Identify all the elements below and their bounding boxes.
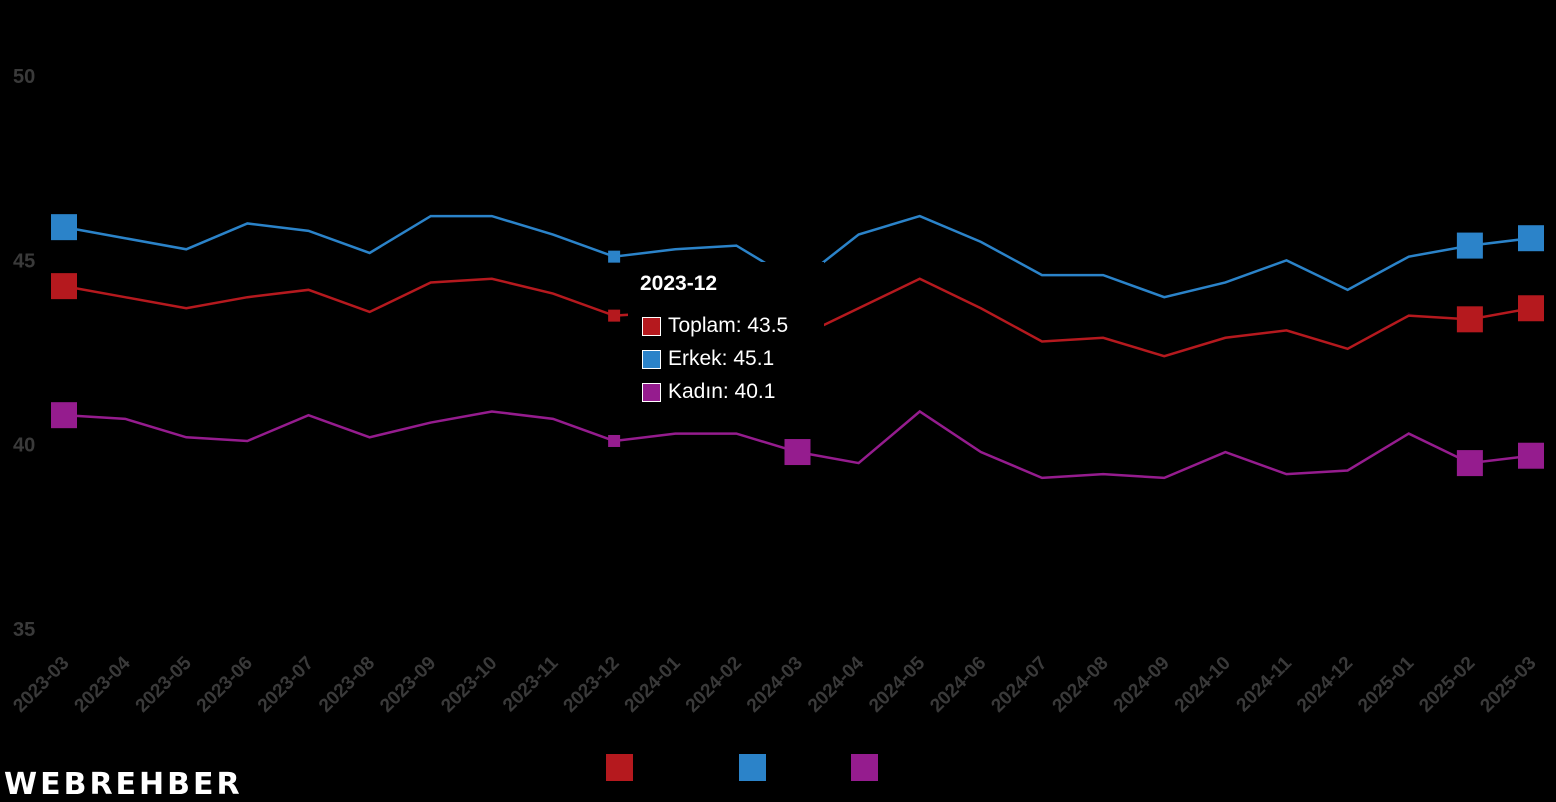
tooltip-swatch-erkek	[642, 349, 661, 369]
data-point-erkek[interactable]	[1456, 232, 1483, 259]
data-point-toplam[interactable]	[1518, 295, 1544, 322]
x-tick-label: 2023-09	[376, 653, 440, 717]
tooltip-row-erkek: Erkek: 45.1	[642, 347, 774, 371]
data-point-erkek[interactable]	[608, 250, 621, 263]
legend-swatch-toplam	[606, 754, 633, 781]
tooltip-swatch-toplam	[642, 316, 661, 336]
x-tick-label: 2024-12	[1293, 653, 1357, 717]
y-axis: 35 40 45 50	[13, 66, 35, 641]
legend-swatch-erkek	[739, 754, 766, 781]
x-tick-label: 2024-01	[621, 652, 685, 716]
x-tick-label: 2023-11	[499, 652, 563, 716]
x-tick-label: 2024-08	[1049, 653, 1113, 717]
data-point-toplam[interactable]	[1456, 306, 1483, 333]
x-tick-label: 2023-03	[9, 653, 73, 717]
x-tick-label: 2025-02	[1415, 653, 1479, 717]
tooltip: 2023-12 Toplam: 43.5 Erkek: 45.1 Kadın: …	[628, 262, 824, 412]
data-point-kadn[interactable]	[1518, 442, 1544, 469]
x-tick-label: 2023-10	[437, 653, 501, 717]
data-point-erkek[interactable]	[51, 214, 77, 241]
y-tick-label: 45	[13, 250, 35, 272]
x-tick-label: 2024-04	[804, 652, 868, 716]
x-tick-label: 2024-03	[743, 653, 807, 717]
tooltip-text-toplam: Toplam: 43.5	[668, 314, 789, 337]
x-tick-label: 2023-08	[315, 653, 379, 717]
x-tick-label: 2023-05	[132, 652, 196, 716]
x-tick-label: 2024-06	[926, 653, 990, 717]
x-tick-label: 2025-01	[1354, 652, 1418, 716]
x-tick-label: 2024-11	[1233, 652, 1297, 716]
x-tick-label: 2023-04	[71, 652, 135, 716]
x-tick-label: 2024-09	[1110, 653, 1174, 717]
y-tick-label: 40	[13, 435, 35, 457]
legend-label-erkek: Erkek	[772, 758, 813, 776]
data-point-erkek[interactable]	[1518, 225, 1544, 252]
legend-item-erkek[interactable]: Erkek	[739, 754, 813, 781]
data-point-toplam[interactable]	[51, 273, 77, 300]
tooltip-row-toplam: Toplam: 43.5	[642, 314, 788, 338]
data-point-kadn[interactable]	[51, 402, 77, 429]
x-tick-label: 2023-06	[193, 653, 257, 717]
x-axis: 2023-032023-042023-052023-062023-072023-…	[9, 652, 1540, 716]
x-tick-label: 2023-12	[560, 653, 624, 717]
x-tick-label: 2024-05	[865, 652, 929, 716]
legend-item-kadin[interactable]: Kadın	[851, 754, 926, 781]
legend-item-toplam[interactable]: Toplam	[606, 754, 691, 781]
x-tick-label: 2024-02	[682, 653, 746, 717]
tooltip-text-kadin: Kadın: 40.1	[668, 380, 776, 403]
y-tick-label: 50	[13, 66, 35, 88]
data-point-kadn[interactable]	[608, 434, 621, 447]
legend-swatch-kadin	[851, 754, 878, 781]
x-tick-label: 2025-03	[1476, 653, 1540, 717]
tooltip-text-erkek: Erkek: 45.1	[668, 347, 775, 370]
webrehber-logo: WEBREHBER	[4, 767, 243, 802]
x-tick-label: 2023-07	[254, 653, 318, 717]
x-tick-label: 2024-07	[987, 653, 1051, 717]
y-tick-label: 35	[13, 619, 35, 641]
tooltip-row-kadin: Kadın: 40.1	[642, 380, 775, 404]
legend: Toplam Erkek Kadın	[0, 754, 1556, 782]
data-point-toplam[interactable]	[608, 309, 621, 322]
data-point-kadn[interactable]	[1456, 450, 1483, 477]
x-tick-label: 2024-10	[1171, 653, 1235, 717]
data-point-kadn[interactable]	[784, 439, 811, 466]
tooltip-title: 2023-12	[640, 272, 718, 295]
legend-label-kadin: Kadın	[884, 758, 926, 776]
legend-label-toplam: Toplam	[639, 758, 691, 776]
tooltip-swatch-kadin	[642, 382, 661, 402]
